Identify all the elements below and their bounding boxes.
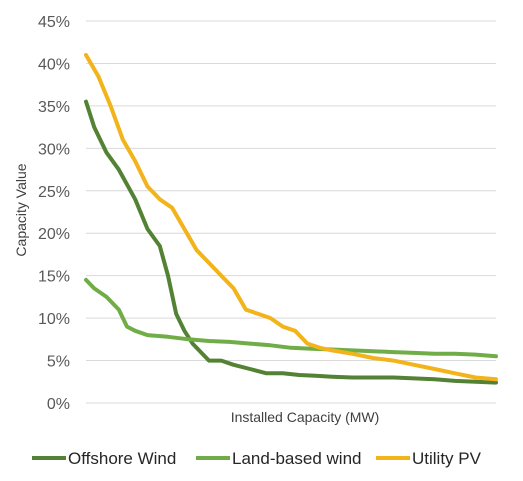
- y-tick-label: 40%: [38, 56, 70, 73]
- gridlines: [86, 20, 496, 404]
- legend-label-land-based-wind: Land-based wind: [232, 449, 361, 468]
- y-axis-title: Capacity Value: [13, 163, 29, 256]
- y-axis-ticks: 0% 5% 10% 15% 20% 25% 30% 35% 40% 45%: [38, 14, 70, 413]
- y-tick-label: 20%: [38, 226, 70, 243]
- y-tick-label: 15%: [38, 269, 70, 286]
- y-tick-label: 30%: [38, 141, 70, 158]
- y-tick-label: 45%: [38, 14, 70, 31]
- x-axis-title: Installed Capacity (MW): [231, 409, 380, 425]
- series-line-utility-pv: [84, 53, 498, 382]
- plot-series: [84, 53, 498, 385]
- y-tick-label: 0%: [47, 396, 70, 413]
- y-tick-label: 5%: [47, 354, 70, 371]
- legend-label-offshore-wind: Offshore Wind: [68, 449, 176, 468]
- y-tick-label: 35%: [38, 99, 70, 116]
- series-line-offshore-wind: [84, 99, 498, 385]
- legend: Offshore Wind Land-based wind Utility PV: [32, 449, 482, 468]
- legend-label-utility-pv: Utility PV: [412, 449, 482, 468]
- y-tick-label: 10%: [38, 311, 70, 328]
- series-line-land-based-wind: [84, 277, 498, 359]
- y-tick-label: 25%: [38, 184, 70, 201]
